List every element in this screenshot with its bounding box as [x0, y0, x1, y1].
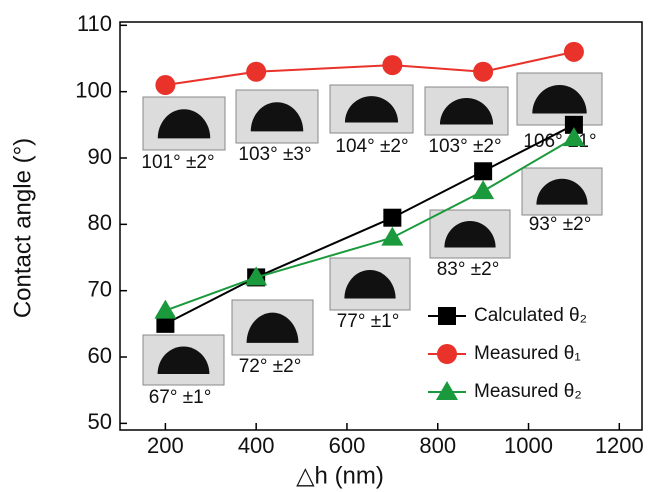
legend-marker: [438, 307, 456, 325]
droplet: [344, 269, 396, 299]
y-tick-label: 110: [77, 11, 112, 36]
annotation: 101° ±2°: [141, 152, 214, 173]
marker: [246, 61, 267, 82]
annotation: 103° ±2°: [428, 136, 501, 157]
droplet: [157, 346, 210, 374]
y-tick-label: 70: [88, 276, 112, 301]
annotation: 83° ±2°: [437, 259, 500, 280]
marker: [472, 180, 495, 200]
y-tick-label: 60: [88, 343, 112, 368]
y-tick-label: 100: [75, 77, 112, 102]
y-tick-label: 90: [88, 144, 112, 169]
droplet: [250, 102, 304, 132]
marker: [245, 266, 268, 286]
droplet-image: [329, 84, 414, 134]
y-axis-label: Contact angle (°): [9, 138, 36, 318]
droplet: [439, 98, 494, 125]
droplet: [344, 96, 399, 123]
x-tick-label: 800: [419, 433, 456, 458]
annotation: 93° ±2°: [529, 214, 592, 235]
legend-label: Calculated θ₂: [474, 305, 587, 326]
x-tick-label: 1200: [595, 433, 644, 458]
x-tick-label: 1000: [504, 433, 553, 458]
marker: [154, 299, 177, 319]
marker: [562, 127, 585, 147]
legend-label: Measured θ₂: [474, 381, 582, 402]
droplet: [532, 84, 587, 114]
plot-frame: [119, 21, 643, 431]
legend-label: Measured θ₁: [474, 343, 581, 364]
marker: [156, 314, 175, 333]
series-line: [165, 50, 575, 87]
annotation: 103° ±3°: [238, 144, 311, 165]
x-axis-label: △h (nm): [296, 462, 384, 489]
marker: [382, 55, 403, 76]
legend-marker: [436, 381, 458, 400]
annotation: 104° ±2°: [335, 136, 408, 157]
droplet: [157, 109, 211, 139]
droplet: [536, 178, 588, 205]
droplet: [444, 221, 496, 248]
annotation: 72° ±2°: [239, 356, 302, 377]
annotation: 77° ±1°: [337, 311, 400, 332]
marker: [473, 61, 494, 82]
x-tick-label: 400: [238, 433, 275, 458]
x-tick-label: 600: [329, 433, 366, 458]
marker: [564, 115, 583, 134]
marker: [474, 162, 493, 181]
legend-marker: [437, 344, 457, 364]
marker: [563, 41, 584, 62]
marker: [381, 226, 404, 246]
droplet-image: [329, 257, 411, 311]
droplet: [246, 312, 299, 343]
x-tick-label: 200: [147, 433, 184, 458]
y-tick-label: 80: [88, 210, 112, 235]
marker: [383, 208, 402, 227]
y-tick-label: 50: [88, 409, 112, 434]
annotation: 106° ±1°: [523, 131, 596, 152]
annotation: 67° ±1°: [149, 387, 212, 408]
marker: [155, 75, 176, 96]
